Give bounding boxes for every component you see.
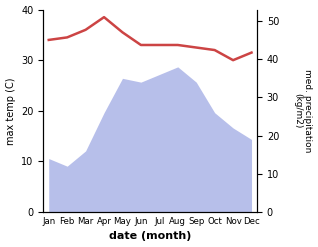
Y-axis label: max temp (C): max temp (C) — [5, 77, 16, 144]
Y-axis label: med. precipitation
(kg/m2): med. precipitation (kg/m2) — [293, 69, 313, 152]
X-axis label: date (month): date (month) — [109, 231, 191, 242]
